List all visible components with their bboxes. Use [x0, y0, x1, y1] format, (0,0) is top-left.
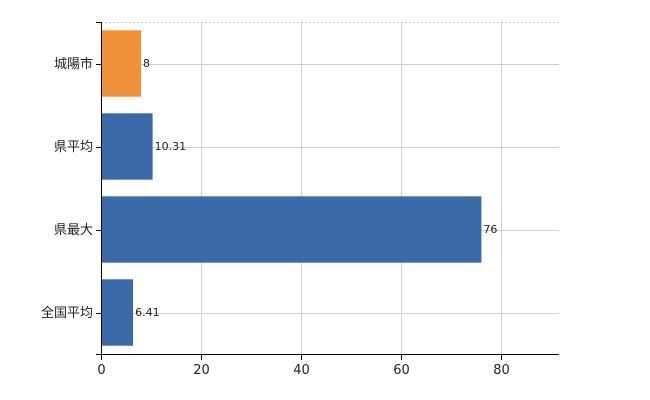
bar: [101, 113, 153, 180]
data-label: 6.41: [135, 306, 160, 319]
bar: [101, 279, 134, 346]
category-label: 県平均: [54, 140, 93, 155]
x-tick-label: 60: [393, 363, 410, 378]
grid-lines: [101, 22, 559, 354]
axes: [96, 22, 559, 360]
x-tick-label: 40: [293, 363, 310, 378]
category-label: 全国平均: [41, 305, 93, 321]
category-label: 城陽市: [54, 56, 93, 72]
category-label: 県最大: [54, 223, 93, 238]
bars: [101, 30, 482, 346]
bar: [101, 30, 142, 97]
x-tick-label: 80: [493, 363, 510, 378]
bar: [101, 196, 482, 263]
data-label: 76: [483, 223, 497, 236]
x-tick-label: 20: [193, 363, 210, 378]
data-label: 10.31: [155, 140, 187, 153]
x-tick-label: 0: [97, 363, 105, 378]
data-label: 8: [143, 57, 150, 70]
